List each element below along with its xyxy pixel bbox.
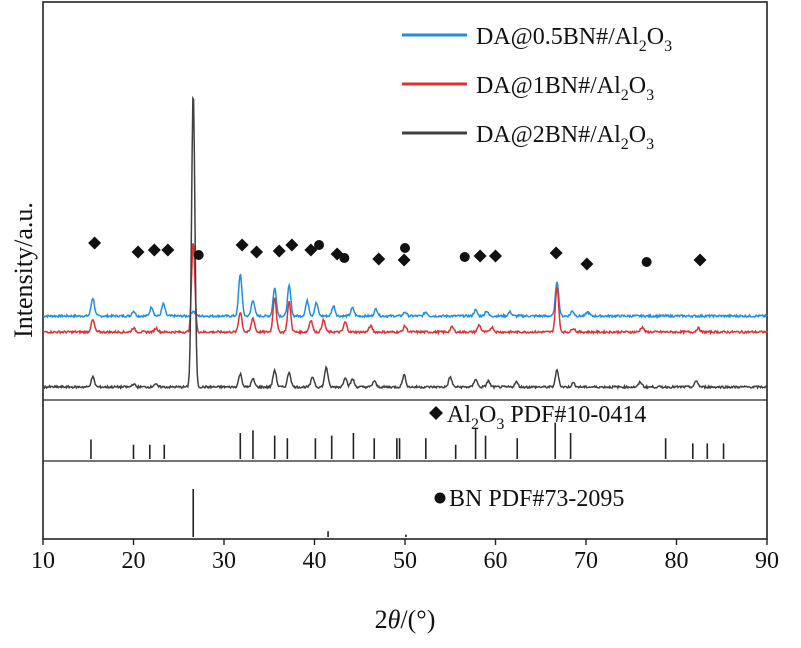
x-axis-ticks: 10 20 30 40 50 60 70 80 90 [31, 539, 779, 574]
al2o3-peak-marker-3 [161, 243, 175, 257]
al2o3-peak-marker-0 [88, 236, 102, 250]
al2o3-peak-marker-2 [147, 243, 161, 257]
series-line-1 [42, 242, 768, 336]
al2o3-peak-marker-8 [304, 243, 318, 257]
al2o3-peak-marker-13 [489, 249, 502, 263]
x-tick-label-8: 90 [755, 548, 779, 574]
x-axis-title: 2θ/(°) [375, 605, 436, 634]
dot-marker-icon [434, 492, 446, 504]
x-tick-label-2: 30 [212, 548, 236, 574]
al2o3-peak-marker-6 [272, 244, 286, 258]
al2o3-peak-marker-11 [397, 253, 411, 267]
bn-peak-marker-2 [339, 253, 350, 263]
al2o3-peak-marker-12 [473, 249, 487, 263]
al2o3-peak-marker-4 [235, 238, 249, 252]
bn-peak-marker-0 [193, 250, 204, 260]
al2o3-peak-marker-15 [580, 257, 594, 271]
legend-label-2: DA@2BN#/Al2O3 [476, 122, 654, 153]
bn-peak-marker-1 [314, 240, 325, 250]
y-axis-title: Intensity/a.u. [9, 202, 38, 338]
diamond-marker-icon [429, 406, 443, 420]
legend-label-1: DA@1BN#/Al2O3 [476, 73, 654, 104]
phase-markers [88, 236, 707, 271]
x-tick-label-4: 50 [393, 548, 417, 574]
x-tick-label-5: 60 [484, 548, 508, 574]
al2o3-peak-marker-10 [372, 252, 386, 266]
al2o3-peak-marker-14 [549, 246, 563, 260]
legend-label-0: DA@0.5BN#/Al2O3 [476, 24, 672, 55]
series-line-2 [42, 95, 768, 390]
bn-peak-marker-4 [459, 252, 470, 262]
x-tick-label-6: 70 [574, 548, 598, 574]
reference-lines [90, 422, 725, 537]
x-tick-label-0: 10 [31, 548, 55, 574]
ref-label-al2o3-text: Al2O3 PDF#10-0414 [447, 402, 646, 433]
al2o3-peak-marker-1 [131, 245, 145, 259]
series-line-0 [42, 273, 768, 319]
series-group [42, 95, 768, 390]
x-tick-label-3: 40 [303, 548, 327, 574]
bn-peak-marker-3 [400, 243, 410, 253]
x-tick-label-1: 20 [122, 548, 146, 574]
legend: DA@0.5BN#/Al2O3 DA@1BN#/Al2O3 DA@2BN#/Al… [402, 24, 672, 153]
al2o3-peak-marker-7 [285, 238, 299, 252]
ref-label-bn-text: BN PDF#73-2095 [449, 486, 624, 512]
bn-peak-marker-5 [641, 257, 652, 267]
al2o3-peak-marker-5 [250, 245, 264, 259]
al2o3-peak-marker-16 [693, 253, 707, 267]
ref-label-bn: BN PDF#73-2095 [434, 486, 624, 512]
ref-label-al2o3: Al2O3 PDF#10-0414 [429, 402, 646, 433]
x-tick-label-7: 80 [665, 548, 689, 574]
